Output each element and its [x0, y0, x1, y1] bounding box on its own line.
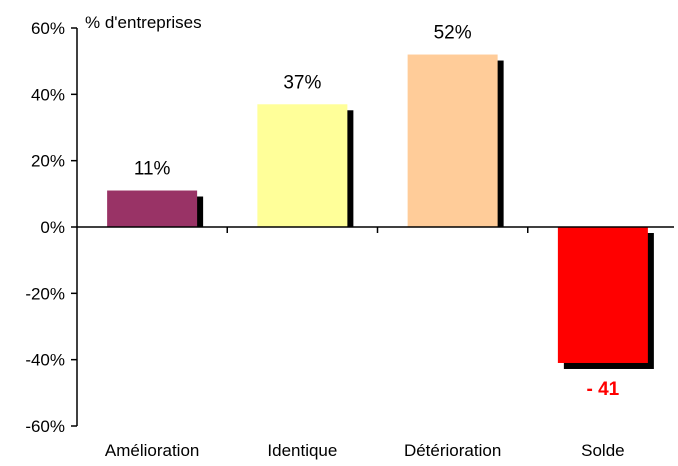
y-unit-label: % d'entreprises [85, 13, 202, 32]
bar-solde [557, 227, 648, 363]
category-label: Détérioration [404, 441, 501, 460]
category-label: Amélioration [105, 441, 200, 460]
y-tick-label: -20% [25, 284, 65, 303]
data-label: 11% [134, 159, 171, 180]
y-tick-label: 40% [31, 85, 65, 104]
y-tick-label: -40% [25, 351, 65, 370]
data-label: 52% [434, 23, 472, 44]
category-label: Identique [267, 441, 337, 460]
y-ticks-layer: 60% 40% 20% 0% -20% -40% -60% [25, 19, 77, 436]
category-label: Solde [581, 441, 624, 460]
y-tick-label: 20% [31, 152, 65, 171]
y-tick-label: -60% [25, 417, 65, 436]
bars-layer [107, 54, 654, 369]
data-labels-layer: 11% 37% 52% - 41 [134, 23, 620, 400]
bar-deterioration [407, 54, 498, 228]
bar-identique [257, 104, 348, 227]
x-ticks-layer [226, 227, 529, 233]
bar-amelioration [107, 190, 198, 227]
y-tick-label: 60% [31, 19, 65, 38]
category-labels-layer: Amélioration Identique Détérioration Solde [105, 441, 625, 460]
data-label: 37% [283, 72, 321, 93]
data-label: - 41 [587, 379, 620, 400]
y-tick-label: 0% [40, 218, 65, 237]
